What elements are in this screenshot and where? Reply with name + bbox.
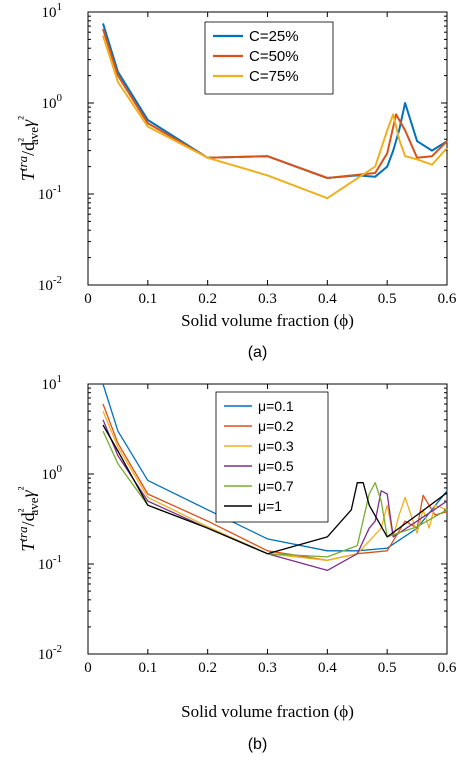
y-tick-exponent: -2 (53, 274, 62, 286)
x-tick-label: 0.1 (138, 660, 157, 676)
legend: μ=0.1 μ=0.2 μ=0.3 μ=0.5 μ=0.7 μ=1 (215, 391, 329, 523)
chart-panel-a: 0 0.1 0.2 0.3 0.4 0.5 0.610-210-1100101C=25%C=… (15, 1, 457, 361)
y-tick-exponent: 1 (57, 373, 63, 385)
x-tick-label: 0.6 (438, 291, 457, 307)
legend-label: μ=0.7 (258, 478, 294, 494)
y-tick-exponent: -1 (53, 183, 62, 195)
legend-label: μ=0.2 (258, 418, 294, 434)
x-tick-label: 0.2 (198, 660, 217, 676)
y-tick-label: 10-2 (38, 274, 62, 294)
y-tick-exponent: 0 (57, 463, 63, 475)
y-tick-exponent: -2 (53, 643, 62, 655)
legend-box (204, 21, 334, 95)
x-axis-label: Solid volume fraction (ϕ) (181, 702, 354, 721)
x-tick-label: 0.2 (198, 291, 217, 307)
x-tick-label: 0 (84, 660, 92, 676)
x-tick-label: 0.5 (378, 291, 397, 307)
y-tick-exponent: 0 (57, 92, 63, 104)
x-tick-label: 0.6 (438, 660, 457, 676)
x-tick-label: 0.4 (318, 291, 337, 307)
panel-label: (a) (248, 344, 268, 361)
legend: C=25% C=50% C=75% (204, 21, 334, 95)
legend-label: C=50% (249, 48, 299, 65)
x-tick-label: 0.3 (258, 291, 277, 307)
x-tick-label: 0.5 (378, 660, 397, 676)
x-tick-label: 0.3 (258, 660, 277, 676)
legend-label: μ=0.1 (258, 398, 294, 414)
chart-panel-b: 0 0.1 0.2 0.3 0.4 0.5 0.610-210-1100101μ=0.1μ=… (15, 373, 457, 753)
legend-label: C=25% (249, 28, 299, 45)
x-tick-label: 0.1 (138, 291, 157, 307)
series-line-6 (102, 424, 448, 555)
y-tick-label: 100 (42, 92, 63, 112)
y-tick-exponent: -1 (53, 553, 62, 565)
legend-label: C=75% (249, 68, 299, 85)
legend-label: μ=0.3 (258, 438, 294, 454)
y-tick-exponent: 1 (57, 1, 63, 13)
x-axis-label: Solid volume fraction (ϕ) (181, 311, 354, 330)
y-tick-label: 101 (42, 373, 63, 393)
y-tick-label: 100 (42, 463, 63, 483)
y-tick-label: 10-1 (38, 183, 62, 203)
legend-box (215, 391, 329, 523)
y-tick-label: 10-1 (38, 553, 62, 573)
y-tick-label: 10-2 (38, 643, 62, 663)
legend-label: μ=0.5 (258, 458, 294, 474)
series-line-4 (102, 419, 448, 572)
panel-label: (b) (248, 736, 268, 753)
series-line-2 (102, 28, 448, 179)
x-tick-label: 0.4 (318, 660, 337, 676)
y-tick-label: 101 (42, 1, 63, 21)
y-axis-label: Ttra/d²aveγ² (15, 486, 41, 551)
series-line-3 (102, 35, 448, 200)
y-axis-label: Ttra/d²aveγ² (15, 116, 41, 181)
series-line-1 (102, 23, 448, 179)
legend-label: μ=1 (258, 498, 282, 514)
x-tick-label: 0 (84, 291, 92, 307)
